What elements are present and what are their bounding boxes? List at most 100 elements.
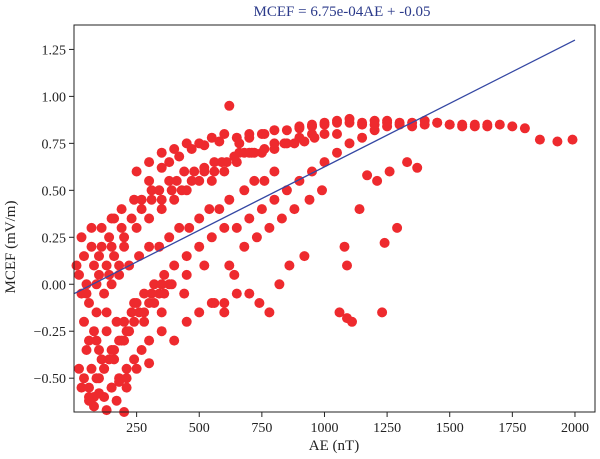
data-point xyxy=(206,232,217,243)
data-point xyxy=(209,166,220,177)
data-point xyxy=(382,115,393,126)
data-point xyxy=(121,373,132,384)
data-point xyxy=(79,373,89,384)
data-point xyxy=(362,170,373,181)
data-point xyxy=(254,298,265,308)
data-point xyxy=(81,345,92,355)
data-point xyxy=(284,260,295,271)
data-point xyxy=(159,288,170,299)
data-point xyxy=(219,298,230,308)
data-point xyxy=(144,213,155,224)
data-point xyxy=(94,345,104,355)
data-point xyxy=(91,335,102,346)
data-point xyxy=(156,204,167,215)
data-point xyxy=(164,175,175,186)
data-point xyxy=(159,269,170,280)
data-point xyxy=(244,132,255,143)
chart-title: MCEF = 6.75e-04AE + -0.05 xyxy=(254,4,431,20)
data-point xyxy=(289,138,300,149)
data-point xyxy=(224,100,235,111)
data-point xyxy=(319,157,330,168)
x-tick-label: 1750 xyxy=(498,421,526,436)
data-point xyxy=(114,260,125,271)
data-point xyxy=(101,260,112,271)
data-point xyxy=(179,166,190,177)
data-point xyxy=(169,260,180,271)
data-point xyxy=(444,119,455,130)
y-axis-label: MCEF (mV/m) xyxy=(3,201,19,294)
data-point xyxy=(419,119,430,130)
data-point xyxy=(189,166,200,177)
plot-frame xyxy=(73,24,596,413)
data-point xyxy=(281,185,292,196)
data-point xyxy=(309,132,320,143)
data-point xyxy=(164,157,175,168)
data-point xyxy=(209,157,220,168)
data-point xyxy=(304,194,315,205)
data-point xyxy=(194,175,205,186)
data-point xyxy=(259,175,270,186)
data-point xyxy=(101,405,112,416)
data-point xyxy=(129,354,140,365)
data-point xyxy=(164,232,175,243)
data-point xyxy=(106,345,117,355)
data-point xyxy=(377,307,388,318)
data-point xyxy=(144,358,155,369)
data-point xyxy=(239,241,250,252)
data-point xyxy=(199,140,210,151)
data-point xyxy=(174,151,185,162)
data-point xyxy=(79,251,89,262)
data-point xyxy=(121,326,132,337)
y-tick-label: 1.00 xyxy=(42,90,67,105)
data-point xyxy=(216,157,227,168)
data-point xyxy=(332,147,342,158)
data-point xyxy=(344,113,355,124)
data-point xyxy=(104,269,115,280)
data-point xyxy=(116,335,127,346)
data-point xyxy=(357,117,368,128)
y-tick-label: 0.25 xyxy=(42,231,67,246)
data-point xyxy=(224,260,235,271)
data-point xyxy=(81,279,92,290)
data-point xyxy=(104,232,115,243)
data-point xyxy=(86,363,97,374)
data-point xyxy=(194,213,205,224)
data-point xyxy=(269,166,280,177)
data-point xyxy=(96,354,107,365)
data-point xyxy=(269,125,280,136)
data-point xyxy=(121,382,132,393)
data-point xyxy=(181,185,192,196)
data-point xyxy=(119,232,130,243)
data-point xyxy=(96,241,107,252)
data-point xyxy=(101,307,112,318)
data-point xyxy=(457,121,468,132)
data-point xyxy=(129,316,140,327)
data-point xyxy=(146,194,157,205)
data-point xyxy=(94,269,104,280)
data-point xyxy=(342,260,352,271)
data-point xyxy=(357,132,368,143)
data-point xyxy=(74,363,84,374)
data-point xyxy=(169,144,180,154)
data-point xyxy=(119,241,130,252)
data-point xyxy=(269,194,280,205)
y-tick-label: −0.50 xyxy=(34,372,66,387)
data-point xyxy=(111,395,122,406)
data-point xyxy=(84,335,94,346)
data-point xyxy=(81,288,92,299)
data-point xyxy=(299,251,310,262)
data-point xyxy=(244,213,255,224)
data-point xyxy=(109,251,120,262)
data-point xyxy=(259,144,270,154)
data-point xyxy=(169,335,180,346)
data-point xyxy=(174,222,185,233)
data-point xyxy=(131,222,142,233)
data-point xyxy=(99,363,110,374)
data-point xyxy=(99,288,110,299)
data-point xyxy=(482,121,493,132)
data-point xyxy=(276,213,287,224)
data-point xyxy=(116,222,127,233)
data-point xyxy=(332,115,342,126)
data-point xyxy=(156,162,167,173)
